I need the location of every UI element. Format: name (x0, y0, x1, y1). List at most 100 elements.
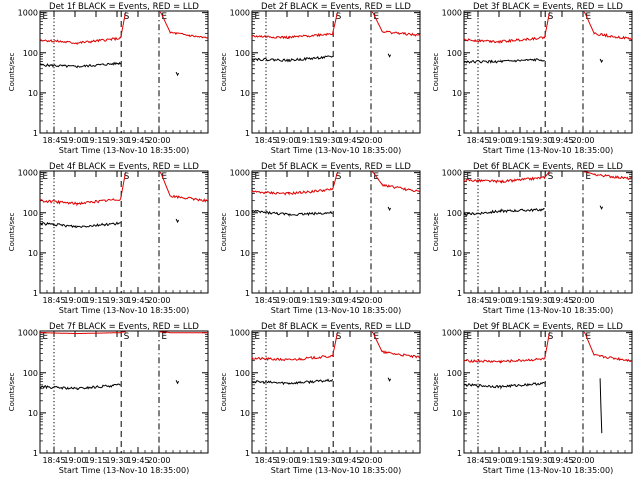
x-tick-label: 19:45 (338, 296, 361, 305)
series-black-line (387, 377, 392, 382)
x-tick-label: 19:45 (338, 456, 361, 465)
event-marker: E (254, 12, 260, 22)
series-black-line (175, 218, 180, 224)
x-tick-label: 19:15 (296, 136, 319, 145)
event-marker: E (161, 12, 167, 22)
series-red-line (40, 331, 126, 335)
x-axis-label: Start Time (13-Nov-10 18:35:00) (483, 466, 613, 475)
series-black-line (252, 55, 333, 63)
x-tick-label: 18:45 (254, 456, 277, 465)
event-marker: E (42, 172, 48, 182)
event-marker: E (42, 332, 48, 342)
x-tick-label: 20:00 (359, 456, 382, 465)
event-marker: E (466, 332, 472, 342)
series-red-line (371, 331, 421, 359)
panel-title: Det 9f BLACK = Events, RED = LLD (473, 322, 623, 332)
x-tick-label: 20:00 (359, 136, 382, 145)
x-tick-label: 20:00 (147, 456, 170, 465)
series-red-line (583, 11, 633, 41)
series-black-line (463, 382, 545, 390)
event-marker: S (124, 172, 130, 182)
y-tick-label: 100 (23, 49, 38, 58)
plot-frame (39, 170, 209, 294)
x-tick-label: 20:00 (359, 296, 382, 305)
series-red-line (251, 11, 339, 40)
y-axis-label: Counts/sec (220, 213, 228, 252)
event-marker: E (585, 172, 591, 182)
event-marker: E (161, 332, 167, 342)
x-axis-label: Start Time (13-Nov-10 18:35:00) (271, 146, 401, 155)
y-tick-label: 1000 (230, 329, 250, 338)
x-tick-label: 19:30 (529, 136, 552, 145)
y-axis-label: Counts/sec (8, 213, 16, 252)
series-red-line (39, 171, 127, 207)
x-tick-label: 19:00 (63, 136, 86, 145)
x-tick-label: 19:30 (105, 456, 128, 465)
x-tick-label: 19:15 (296, 456, 319, 465)
y-tick-label: 1 (33, 289, 38, 298)
panel-title: Det 8f BLACK = Events, RED = LLD (261, 322, 411, 332)
y-tick-label: 100 (23, 369, 38, 378)
y-tick-label: 100 (235, 49, 250, 58)
x-tick-label: 19:00 (275, 136, 298, 145)
x-tick-label: 18:45 (42, 136, 65, 145)
y-axis-label: Counts/sec (8, 373, 16, 412)
x-axis-label: Start Time (13-Nov-10 18:35:00) (59, 306, 189, 315)
x-tick-label: 19:00 (275, 296, 298, 305)
x-tick-label: 19:00 (63, 456, 86, 465)
x-tick-label: 19:15 (508, 136, 531, 145)
x-tick-label: 19:45 (550, 136, 573, 145)
x-tick-label: 19:30 (105, 136, 128, 145)
y-tick-label: 1 (245, 289, 250, 298)
y-tick-label: 10 (240, 409, 250, 418)
series-red-line (160, 331, 208, 334)
x-tick-label: 20:00 (147, 136, 170, 145)
y-axis-label: Counts/sec (8, 53, 16, 92)
panel-2: Det 2f BLACK = Events, RED = LLD Counts/s… (220, 2, 421, 155)
series-black-line (387, 53, 392, 58)
x-tick-label: 19:15 (508, 296, 531, 305)
panel-title: Det 2f BLACK = Events, RED = LLD (261, 2, 411, 12)
x-axis-label: Start Time (13-Nov-10 18:35:00) (59, 146, 189, 155)
series-red-line (371, 11, 421, 37)
series-black-line (463, 207, 545, 216)
x-tick-label: 19:30 (529, 296, 552, 305)
y-tick-label: 100 (447, 209, 462, 218)
series-red-line (251, 171, 339, 196)
series-black-line (39, 221, 121, 229)
x-tick-label: 19:45 (550, 456, 573, 465)
x-tick-label: 18:45 (254, 296, 277, 305)
series-red-line (159, 171, 209, 203)
series-red-line (463, 11, 551, 44)
series-black-line (599, 378, 603, 434)
series-black-line (39, 383, 121, 391)
series-red-line (583, 331, 633, 363)
plot-frame (463, 10, 633, 134)
x-tick-label: 19:30 (317, 456, 340, 465)
series-black-line (251, 209, 333, 217)
y-tick-label: 1000 (442, 9, 462, 18)
event-marker: S (548, 12, 554, 22)
y-tick-label: 10 (452, 89, 462, 98)
plot-frame (39, 10, 209, 134)
x-tick-label: 19:15 (508, 456, 531, 465)
event-marker: E (254, 172, 260, 182)
series-red-line (251, 331, 339, 362)
plot-frame (251, 330, 421, 454)
series-red-line (159, 11, 209, 40)
panel-7: Det 7f BLACK = Events, RED = LLD Counts/s… (8, 322, 209, 475)
event-marker: S (336, 332, 342, 342)
x-tick-label: 20:00 (571, 456, 594, 465)
event-marker: E (373, 332, 379, 342)
y-tick-label: 1 (245, 129, 250, 138)
series-black-line (599, 205, 604, 210)
x-tick-label: 19:30 (105, 296, 128, 305)
y-tick-label: 1000 (230, 9, 250, 18)
x-tick-label: 18:45 (42, 456, 65, 465)
panel-title: Det 7f BLACK = Events, RED = LLD (49, 322, 199, 332)
x-tick-label: 18:45 (466, 456, 489, 465)
y-tick-label: 1 (33, 129, 38, 138)
panel-title: Det 3f BLACK = Events, RED = LLD (473, 2, 623, 12)
plot-frame (251, 10, 421, 134)
